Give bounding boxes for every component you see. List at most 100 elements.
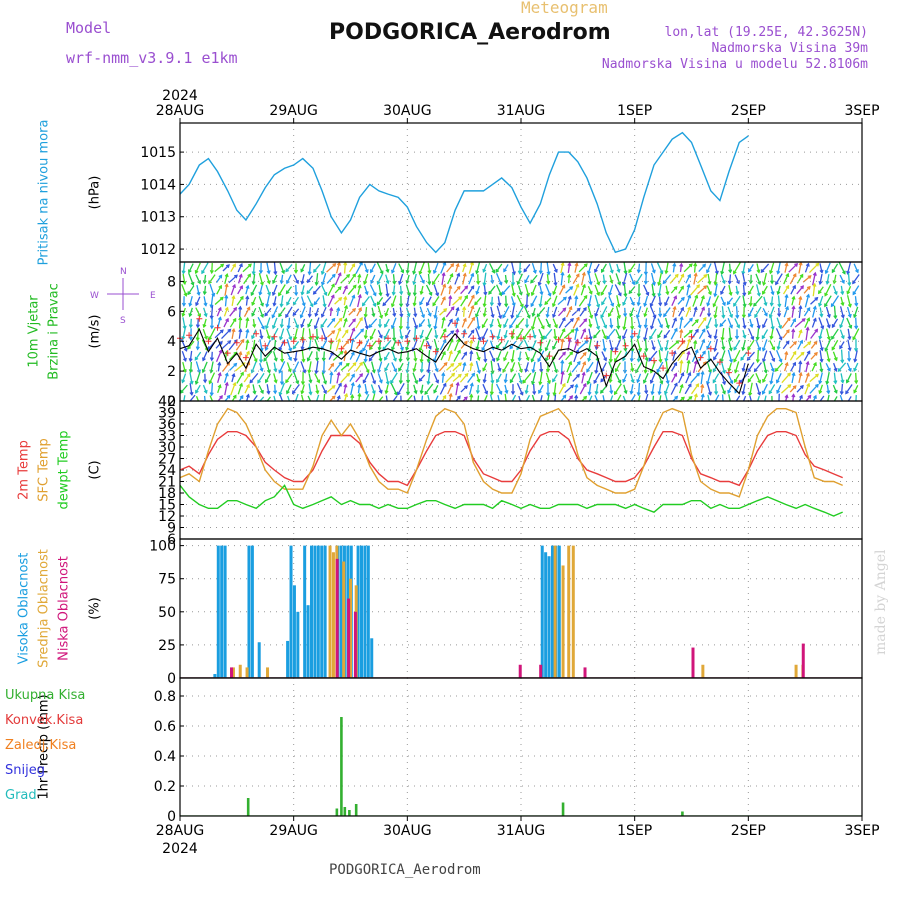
pressure-ytick-label: 1014 xyxy=(140,177,176,193)
bar xyxy=(313,545,317,678)
temperature-ytick-label: 12 xyxy=(158,509,176,525)
cloud-ytick-label: 50 xyxy=(158,605,176,621)
model-elevation: Nadmorska Visina u modelu 52.8106m xyxy=(601,57,868,72)
bar xyxy=(303,545,307,678)
bar xyxy=(349,578,352,678)
cloud-unit-label: (%) xyxy=(88,597,103,620)
gust-marker xyxy=(726,369,733,376)
gust-marker xyxy=(233,339,240,346)
gust-marker xyxy=(395,339,402,346)
temperature-ylabel: 2m Temp xyxy=(17,440,32,500)
temperature-ytick-label: 36 xyxy=(158,417,176,433)
precip-ytick-label: 0.8 xyxy=(154,689,176,705)
meteogram-label: Meteogram xyxy=(521,0,608,17)
pressure-ytick-label: 1013 xyxy=(140,210,176,226)
footer-title: PODGORICA_Aerodrom xyxy=(329,862,481,878)
bar xyxy=(539,664,543,678)
bar xyxy=(583,667,587,678)
gust-marker xyxy=(745,350,752,357)
compass-n: N xyxy=(120,267,127,277)
pressure-unit-label: (hPa) xyxy=(88,176,103,210)
gust-marker xyxy=(603,372,610,379)
gust-marker xyxy=(366,342,373,349)
cloud-ytick-label: 0 xyxy=(167,671,176,687)
wind-ytick-label: 8 xyxy=(167,274,176,290)
bar xyxy=(691,647,695,678)
wind-compass: W E N S xyxy=(90,267,156,326)
wind-ytick-label: 6 xyxy=(167,304,176,320)
bar xyxy=(347,598,351,678)
bar xyxy=(561,802,565,816)
gust-marker xyxy=(679,338,686,345)
gust-marker xyxy=(253,330,260,337)
x-tick-label-bottom: 2SEP xyxy=(731,823,766,839)
line xyxy=(179,484,843,517)
pressure-panel-frame xyxy=(179,122,863,263)
station-title: PODGORICA_Aerodrom xyxy=(329,20,611,45)
model-name: wrf-nmm_v3.9.1 e1km xyxy=(66,49,238,67)
temperature-ytick-label: 42 xyxy=(158,394,176,410)
gust-marker xyxy=(660,365,667,372)
cloud-panel-frame xyxy=(179,538,863,679)
precip-ytick-label: 0.4 xyxy=(154,749,176,765)
gust-marker xyxy=(281,339,288,346)
gust-marker xyxy=(205,338,212,345)
lonlat: lon,lat (19.25E, 42.3625N) xyxy=(664,25,869,40)
bar xyxy=(547,556,551,678)
cloud-ylabel: Srednja Oblacnost xyxy=(37,549,52,668)
bar xyxy=(257,642,261,678)
series-sfc-temp xyxy=(179,407,843,498)
gust-marker xyxy=(461,330,468,337)
gust-marker xyxy=(413,335,420,342)
cloud-ylabel: Niska Oblacnost xyxy=(57,556,72,661)
bar xyxy=(553,545,557,678)
x-tick-label-top: 2SEP xyxy=(731,103,766,119)
cloud-grid xyxy=(179,539,863,679)
bar xyxy=(266,667,270,678)
bar xyxy=(681,811,684,816)
gust-marker xyxy=(242,354,249,361)
temperature-ytick-label: 30 xyxy=(158,440,176,456)
series-ukupna-kisa xyxy=(180,717,862,816)
x-tick-label-top: 29AUG xyxy=(269,103,318,119)
temperature-ylabel: SFC Temp xyxy=(37,438,52,502)
gust-marker xyxy=(423,342,430,349)
bar xyxy=(335,558,339,678)
bar xyxy=(366,545,370,678)
cloud-ytick-label: 100 xyxy=(149,539,176,555)
bar xyxy=(328,545,332,678)
bar xyxy=(231,667,235,678)
bar xyxy=(356,545,360,678)
bar xyxy=(223,545,227,678)
bar xyxy=(370,638,374,678)
gust-marker xyxy=(508,330,515,337)
bar xyxy=(360,545,364,678)
temperature-ytick-label: 39 xyxy=(158,406,176,422)
gust-marker xyxy=(186,332,193,339)
bar xyxy=(348,810,351,816)
gust-marker xyxy=(271,333,278,340)
cloud-ytick-label: 75 xyxy=(158,572,176,588)
gust-marker xyxy=(631,330,638,337)
bar xyxy=(335,808,339,816)
bar xyxy=(296,611,300,678)
precip-ytick-label: 0.2 xyxy=(154,779,176,795)
gust-marker xyxy=(640,353,647,360)
gust-marker xyxy=(196,315,203,322)
cloud-ytick-label: 25 xyxy=(158,638,176,654)
compass-e: E xyxy=(150,291,156,301)
precip-legend-item: Konvek.Kisa xyxy=(5,713,83,728)
precip-ytick-label: 0 xyxy=(167,809,176,825)
x-year-label-top: 2024 xyxy=(162,88,198,104)
bar xyxy=(309,545,313,678)
x-tick-label-bottom: 31AUG xyxy=(497,823,546,839)
bar xyxy=(343,807,347,816)
x-tick-label-top: 3SEP xyxy=(844,103,879,119)
series-brzina xyxy=(177,315,752,395)
bar xyxy=(550,545,554,678)
bar xyxy=(801,643,805,678)
x-tick-label-top: 31AUG xyxy=(497,103,546,119)
wind-ytick-label: 4 xyxy=(167,334,176,350)
temperature-ylabel: dewpt Temp xyxy=(57,430,72,509)
temperature-unit-label: (C) xyxy=(88,460,103,479)
